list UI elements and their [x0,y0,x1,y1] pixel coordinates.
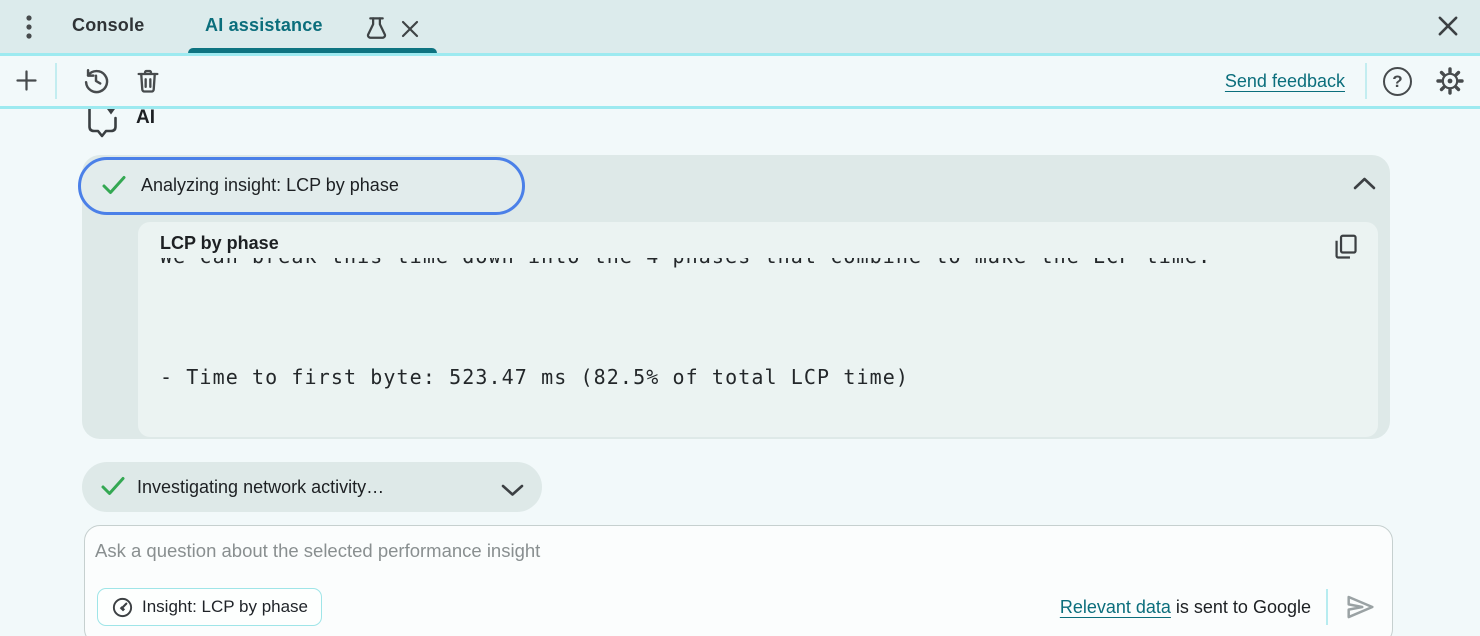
success-check-icon [100,475,126,497]
tab-bar: Console AI assistance [0,0,1480,53]
more-options-menu-icon[interactable] [16,13,42,41]
collapse-chevron-up-icon[interactable] [1351,175,1378,193]
active-tab-indicator [188,48,437,53]
toolbar-separator [55,63,57,99]
toolbar-separator [1365,63,1367,99]
expand-chevron-down-icon[interactable] [500,482,525,498]
settings-gear-icon[interactable] [1435,66,1465,96]
relevant-data-link[interactable]: Relevant data [1059,596,1171,617]
send-feedback-link[interactable]: Send feedback [1224,71,1345,91]
ai-spark-icon [87,109,118,138]
delete-chat-icon[interactable] [134,67,162,95]
analyzing-insight-header[interactable]: Analyzing insight: LCP by phase [78,157,525,215]
tab-console[interactable]: Console [72,15,145,35]
divider [0,53,1480,56]
insight-context-chip[interactable]: Insight: LCP by phase [97,588,323,626]
send-message-icon[interactable] [1343,592,1378,622]
prompt-composer: Insight: LCP by phase Relevant data is s… [84,525,1393,636]
privacy-row: Relevant data is sent to Google [1060,588,1378,626]
history-icon[interactable] [82,67,110,95]
help-icon[interactable]: ? [1383,67,1412,96]
scrolled-text-clipped: We can break this time down into the 4 p… [160,258,1360,272]
chip-label: Insight: LCP by phase [142,597,309,616]
privacy-disclaimer: Relevant data is sent to Google [1060,597,1311,618]
prompt-input[interactable] [95,540,1095,576]
disclaimer-rest: is sent to Google [1170,596,1311,617]
composer-separator [1326,589,1328,625]
tab-ai-assistance[interactable]: AI assistance [205,15,323,35]
success-check-icon [101,174,127,196]
phase-line: - Time to first byte: 523.47 ms (82.5% o… [160,365,910,389]
ai-sender-label: AI [136,109,155,128]
divider [0,106,1480,109]
investigating-network-header[interactable]: Investigating network activity… [82,462,542,512]
gauge-icon [111,596,134,619]
conversation-area: AI Analyzing insight: LCP by phase LCP b… [0,109,1480,636]
step-title: Analyzing insight: LCP by phase [141,175,399,195]
card-heading: LCP by phase [160,233,279,253]
close-panel-icon[interactable] [1434,12,1462,40]
copy-icon[interactable] [1332,233,1359,262]
new-chat-icon[interactable] [13,67,40,94]
insight-detail-card: LCP by phase We can break this time down… [138,222,1378,437]
lcp-phase-list: - Time to first byte: 523.47 ms (82.5% o… [160,300,922,437]
toolbar: Send feedback ? [0,56,1480,106]
step-title: Investigating network activity… [137,477,385,497]
experiment-beaker-icon [363,15,390,42]
tab-close-icon[interactable] [398,17,422,41]
